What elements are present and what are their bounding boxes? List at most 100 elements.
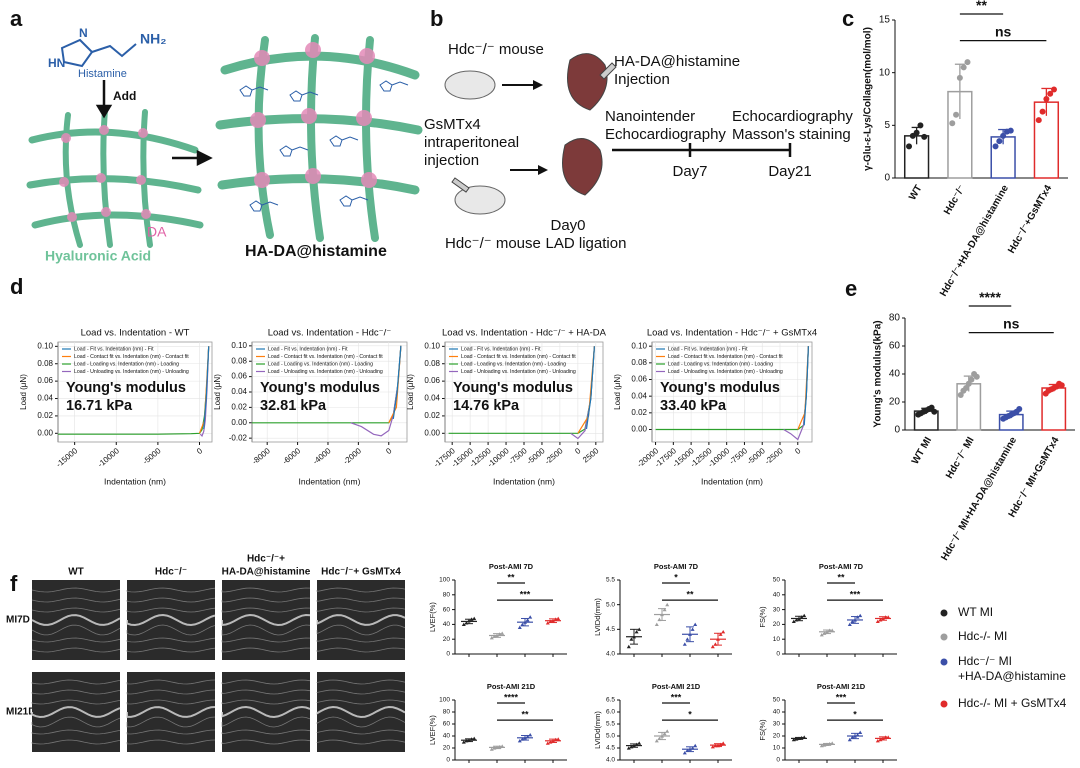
y-tick-label: 0.08 (231, 356, 247, 365)
y-tick-label: 0.10 (631, 341, 647, 350)
data-point (629, 637, 634, 641)
echo-trace (316, 679, 406, 685)
node (61, 133, 71, 143)
y-tick-label: 0 (446, 651, 450, 658)
significance-label: **** (504, 692, 519, 702)
fiber (26, 175, 202, 194)
data-point (875, 739, 880, 743)
data-point (517, 625, 522, 629)
data-point (718, 632, 723, 636)
day-label: Day0 (550, 217, 585, 234)
echo-trace (221, 699, 311, 705)
y-tick-label: 0.08 (424, 359, 440, 368)
data-point (693, 622, 698, 626)
y-axis-label: LVEF(%) (428, 602, 437, 632)
y-tick-label: 4.0 (606, 757, 615, 764)
panel-label: f (10, 571, 18, 596)
y-tick-label: 0 (776, 757, 780, 764)
significance-label: **** (979, 289, 1001, 305)
y-tick-label: 0.06 (631, 375, 647, 384)
y-tick-label: 6.0 (606, 709, 615, 716)
node (141, 209, 151, 219)
data-point (858, 730, 863, 734)
legend-label: Hdc⁻/⁻ MI (958, 654, 1012, 668)
node (305, 42, 321, 58)
data-point (1039, 108, 1046, 115)
y-tick-label: 0.04 (231, 387, 247, 396)
legend-marker (940, 609, 948, 617)
mouse (454, 185, 506, 215)
echo-trace (31, 597, 121, 603)
significance-label: *** (520, 590, 531, 600)
legend-label: Load - Fit vs. Indentation (nm) - Fit (268, 346, 348, 352)
curve (803, 346, 809, 426)
y-tick-label: 5 (884, 120, 890, 131)
icon (329, 135, 359, 147)
y-tick-label: 80 (443, 709, 451, 716)
y-axis-label: LVIDd(mm) (593, 711, 602, 749)
node (96, 173, 106, 183)
x-tick-label: 0 (573, 446, 583, 456)
echo-trace (316, 624, 406, 636)
fiber (362, 36, 379, 242)
y-tick-label: 0.00 (424, 428, 440, 437)
icon (249, 200, 279, 212)
y-tick-label: 40 (889, 369, 901, 380)
step-text: Injection (614, 71, 670, 88)
y-tick-label: 15 (879, 15, 891, 26)
data-point (802, 613, 807, 618)
step-text: GsMTx4 (424, 116, 481, 133)
data-point (682, 751, 687, 755)
x-tick-label: WT MI (910, 435, 934, 466)
x-tick-label: 0 (195, 446, 205, 456)
data-point (461, 622, 466, 626)
histamine-structure (60, 38, 137, 68)
y-axis-label: Load (μN) (406, 374, 415, 410)
data-point (819, 632, 824, 637)
fiber (254, 36, 274, 239)
node (136, 175, 146, 185)
y-tick-label: 20 (773, 733, 781, 740)
x-tick-label: Hdc⁻/⁻ MI (944, 435, 977, 481)
y-tick-label: 5.5 (606, 721, 615, 728)
echo-trace (316, 597, 406, 603)
data-point (1016, 406, 1023, 412)
plot-title: Post-AMI 21D (487, 682, 536, 691)
data-point (665, 729, 670, 733)
node (59, 177, 69, 187)
echo-trace (31, 706, 121, 719)
plot-title: Load vs. Indentation - Hdc⁻/⁻ + GsMTx4 (647, 328, 817, 339)
fiber (31, 211, 204, 229)
x-tick-label: Hdc⁻/⁻+GsMTx4 (1006, 183, 1054, 256)
echo-trace (316, 739, 406, 745)
ring (60, 38, 94, 68)
plot-title: Post-AMI 21D (652, 682, 701, 691)
plot-title: Post-AMI 21D (817, 682, 866, 691)
data-point (721, 741, 726, 745)
y-tick-label: 0.02 (631, 408, 647, 417)
y-tick-label: 30 (773, 606, 781, 613)
data-point (710, 745, 715, 749)
y-tick-label: -0.02 (229, 433, 248, 442)
y-axis-label: Young's modulus(kPa) (873, 320, 884, 427)
data-point (830, 628, 835, 632)
plot-title: Post-AMI 7D (654, 562, 699, 571)
legend-label: Load - Contact fit vs. Indentation (nm) … (461, 354, 576, 360)
x-tick-label: 0 (384, 446, 394, 456)
echo-trace (31, 729, 121, 735)
data-point (913, 129, 920, 136)
node (361, 172, 377, 188)
echo-trace (31, 614, 121, 626)
data-point (921, 133, 928, 140)
echo-trace (31, 647, 121, 653)
syringe (599, 62, 617, 80)
y-tick-label: 20 (889, 397, 901, 408)
heart (562, 138, 603, 196)
echo-trace (31, 699, 121, 705)
data-point (875, 619, 880, 624)
data-point (489, 747, 494, 751)
icon (339, 195, 369, 207)
curve (783, 346, 809, 441)
y-axis-label: γ-Glu-ε-Lys/Collagen(mol/mol) (863, 27, 874, 171)
echo-trace (316, 607, 406, 613)
